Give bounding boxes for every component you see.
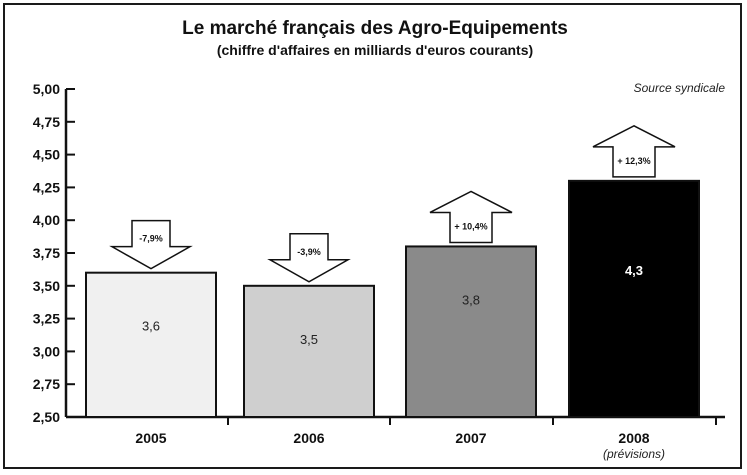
chart-title: Le marché français des Agro-Equipements (182, 18, 568, 39)
y-tick-label: 3,00 (33, 343, 60, 359)
bar-value-label: 3,6 (142, 319, 160, 334)
source-note: Source syndicale (634, 81, 726, 95)
y-tick-label: 3,50 (33, 278, 60, 294)
x-category-label: 2008 (618, 430, 649, 446)
bar (243, 284, 375, 418)
bar-value-label: 3,5 (300, 332, 318, 347)
bar (85, 271, 217, 418)
y-tick-label: 3,75 (33, 245, 60, 261)
y-tick-label: 4,25 (33, 179, 60, 195)
change-label: -7,9% (139, 234, 163, 244)
y-tick-label: 5,00 (33, 81, 60, 97)
y-tick-label: 4,75 (33, 114, 60, 130)
down-arrow-icon (267, 233, 351, 283)
down-arrow-icon (109, 219, 193, 270)
x-category-note: (prévisions) (603, 447, 665, 461)
x-category-label: 2005 (135, 430, 166, 446)
up-arrow-icon (592, 124, 676, 178)
x-category-label: 2006 (293, 430, 324, 446)
y-tick-label: 4,00 (33, 212, 60, 228)
chart-subtitle: (chiffre d'affaires en milliards d'euros… (217, 42, 533, 58)
change-label: -3,9% (297, 247, 321, 257)
y-tick-label: 2,50 (33, 409, 60, 425)
x-category-label: 2007 (455, 430, 486, 446)
y-tick-label: 3,25 (33, 311, 60, 327)
bar (405, 245, 537, 418)
up-arrow-icon (429, 190, 513, 244)
bar-value-label: 4,3 (625, 263, 643, 278)
bar (568, 179, 700, 418)
y-tick-label: 4,50 (33, 147, 60, 163)
change-label: + 12,3% (617, 156, 650, 166)
y-tick-label: 2,75 (33, 376, 60, 392)
bar-value-label: 3,8 (462, 292, 480, 307)
change-label: + 10,4% (454, 221, 487, 231)
